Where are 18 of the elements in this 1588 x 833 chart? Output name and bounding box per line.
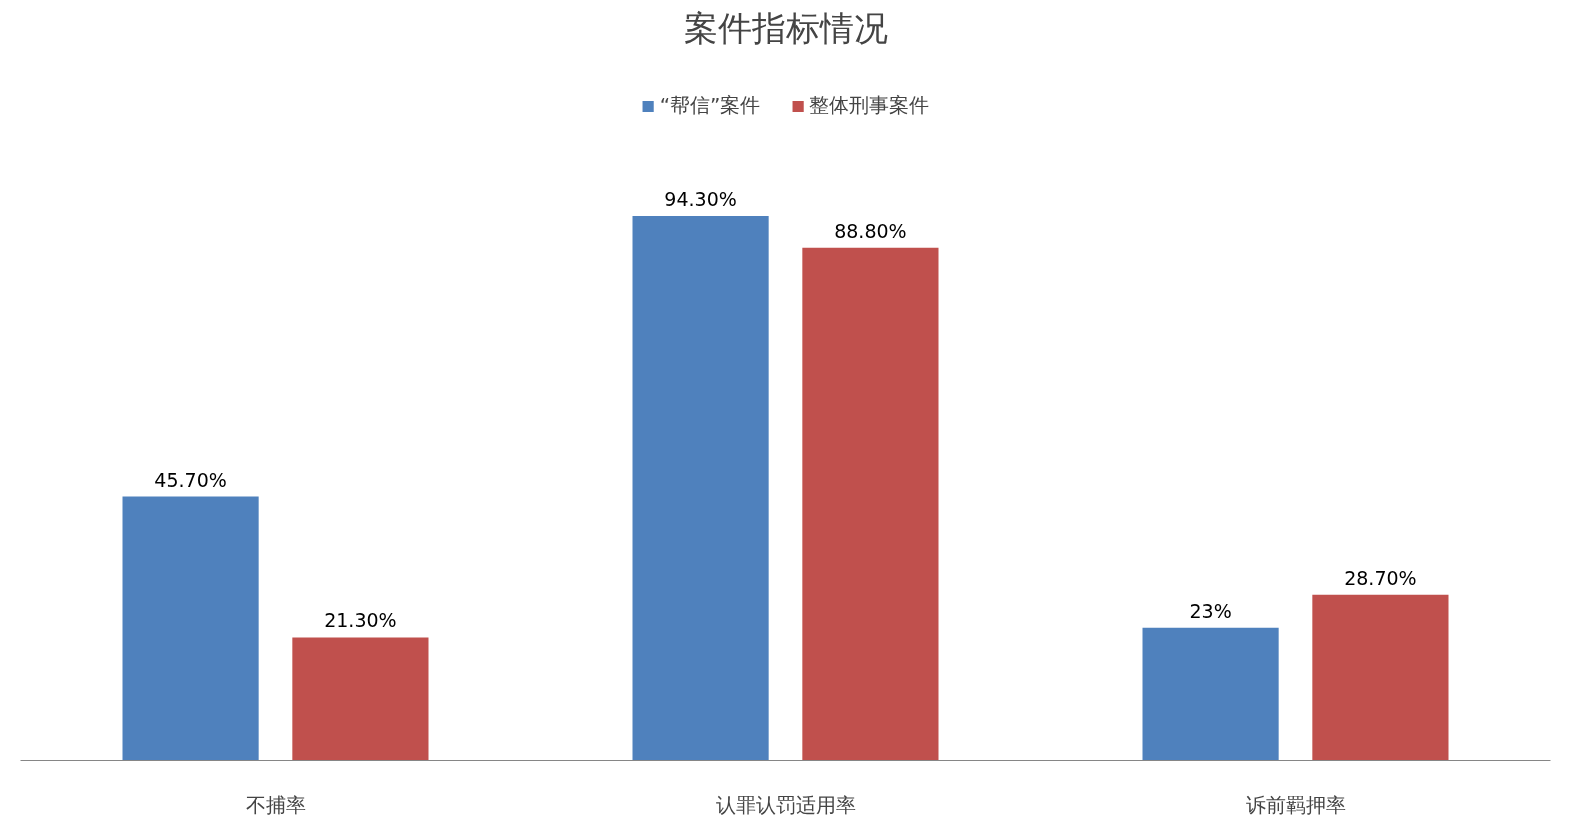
data-label: 28.70% [1344,566,1417,589]
bar [292,637,429,761]
bar [632,215,769,761]
bar [122,496,259,761]
chart-title: 案件指标情况 [683,7,888,48]
legend-label: “帮信”案件 [659,92,761,119]
x-tick-label: 不捕率 [245,792,306,817]
bar [1142,627,1279,761]
legend-label: 整体刑事案件 [809,92,930,119]
bar [802,247,939,761]
data-label: 88.80% [834,219,907,242]
data-label: 94.30% [664,187,737,210]
data-label: 23% [1189,599,1232,622]
x-tick-label: 认罪认罚适用率 [715,792,856,817]
data-label: 21.30% [324,609,397,632]
bar [1312,594,1449,761]
data-label: 45.70% [154,468,227,491]
x-tick-label: 诉前羁押率 [1245,792,1346,817]
